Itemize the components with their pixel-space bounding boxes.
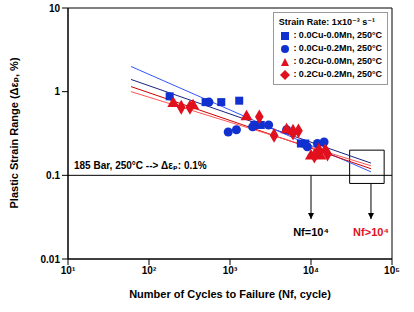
svg-text:10⁴: 10⁴ <box>303 265 319 276</box>
svg-text:Number of Cycles to Failure (N: Number of Cycles to Failure (Nf, cycle) <box>129 288 331 300</box>
svg-text:10²: 10² <box>142 265 157 276</box>
html-text:Strain Rate: 1x10⁻³ s⁻¹: Strain Rate: 1x10⁻³ s⁻¹ <box>278 17 375 27</box>
html-text:: 0.2Cu-0.2Mn, 250°C: : 0.2Cu-0.2Mn, 250°C <box>293 69 382 79</box>
html-text:: 0.2Cu-0.0Mn, 250°C: : 0.2Cu-0.0Mn, 250°C <box>293 56 382 66</box>
svg-text:10¹: 10¹ <box>61 265 76 276</box>
svg-text:10: 10 <box>49 3 61 14</box>
html-text:: 0.0Cu-0.0Mn, 250°C: : 0.0Cu-0.0Mn, 250°C <box>293 30 382 40</box>
svg-text:0.01: 0.01 <box>41 254 61 265</box>
html-text:: 0.0Cu-0.2Mn, 250°C: : 0.0Cu-0.2Mn, 250°C <box>293 43 382 53</box>
html-text:185 Bar, 250°C --> Δεₚ: 0.1%: 185 Bar, 250°C --> Δεₚ: 0.1% <box>74 160 207 172</box>
svg-text:Nf=10⁴: Nf=10⁴ <box>293 226 329 238</box>
svg-text:Plastic Strain Range (Δεₚ, %): Plastic Strain Range (Δεₚ, %) <box>8 57 20 208</box>
svg-text:Nf>10⁴: Nf>10⁴ <box>353 226 389 238</box>
svg-text:0.1: 0.1 <box>46 170 60 181</box>
svg-text:1: 1 <box>54 86 60 97</box>
svg-text:10⁵: 10⁵ <box>384 265 400 276</box>
svg-text:10³: 10³ <box>223 265 238 276</box>
